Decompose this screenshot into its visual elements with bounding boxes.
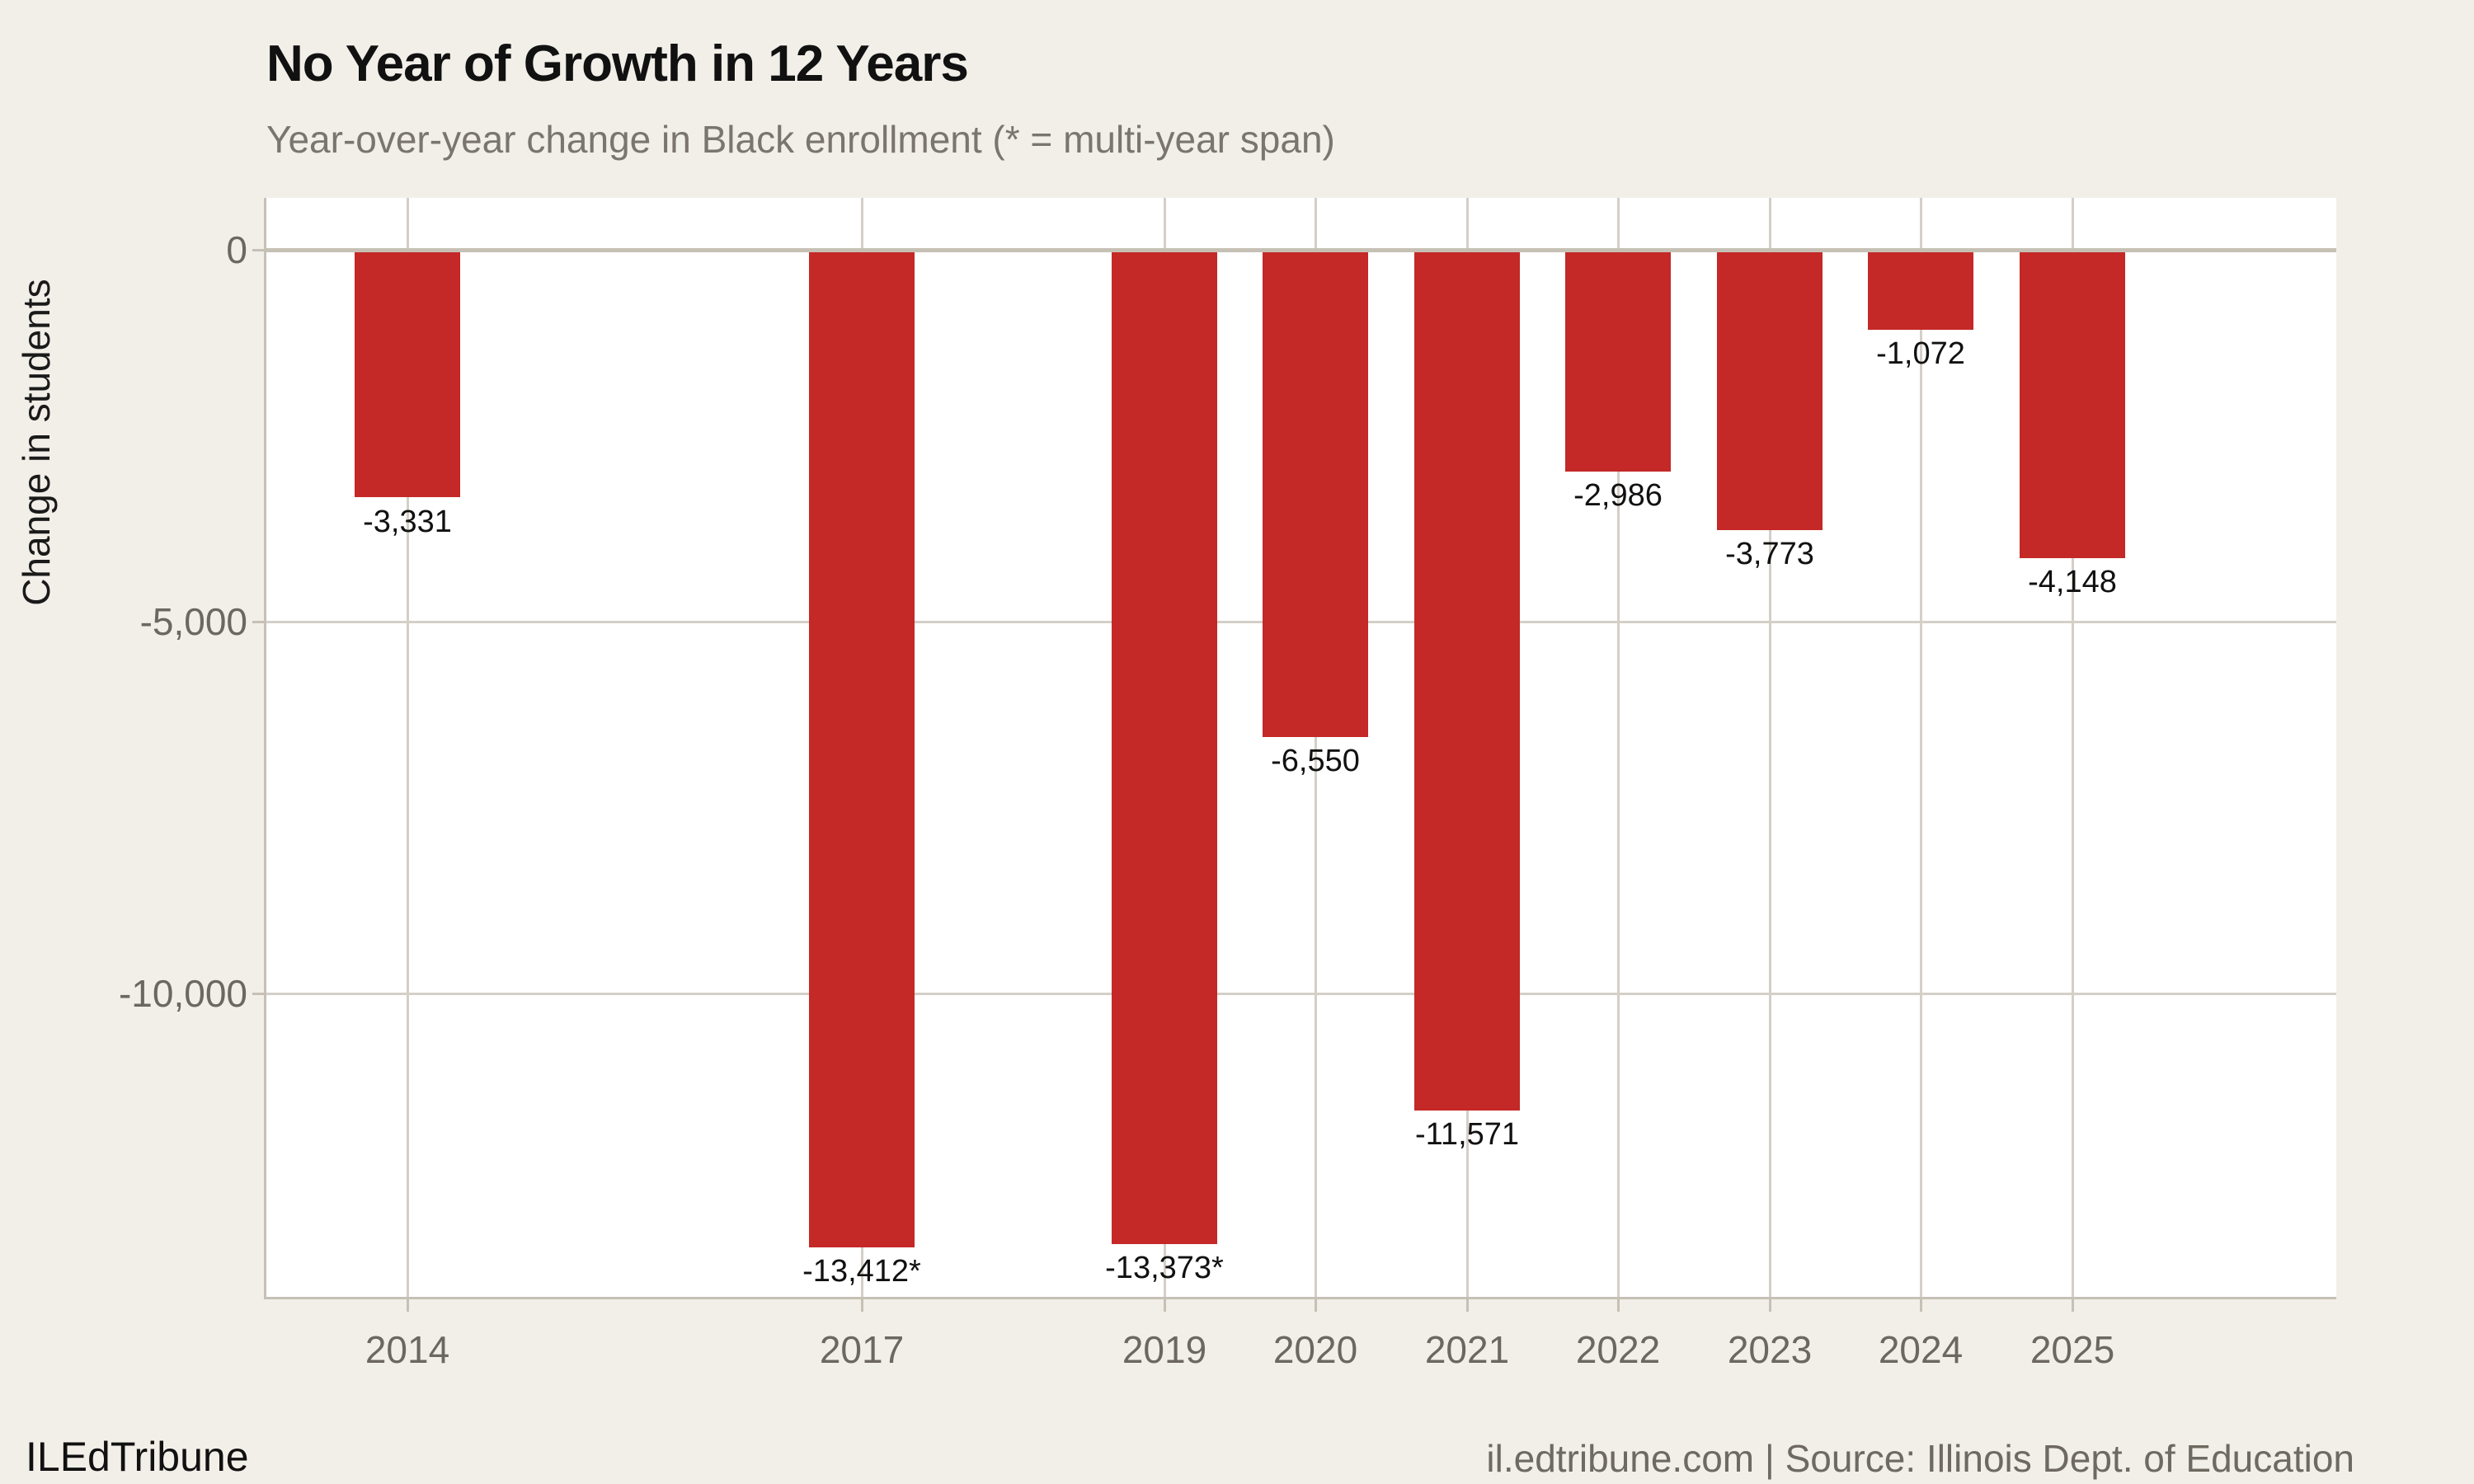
x-tick-2024	[1920, 1297, 1922, 1312]
gridline-x-2024	[1920, 198, 1922, 1297]
x-tick-2023	[1769, 1297, 1771, 1312]
x-tick-label-2017: 2017	[819, 1328, 905, 1371]
y-tick-0	[252, 249, 266, 251]
bar-value-label-2019: -13,373*	[1105, 1251, 1224, 1285]
bar-value-label-2022: -2,986	[1573, 478, 1663, 513]
bar-value-label-2020: -6,550	[1271, 744, 1360, 778]
x-tick-label-2022: 2022	[1575, 1328, 1661, 1371]
x-tick-label-2020: 2020	[1272, 1328, 1358, 1371]
bar-2023	[1717, 250, 1823, 530]
x-tick-2019	[1164, 1297, 1166, 1312]
x-tick-label-2014: 2014	[365, 1328, 450, 1371]
bar-value-label-2021: -11,571	[1414, 1117, 1520, 1152]
bar-2025	[2020, 250, 2125, 558]
bar-2019	[1112, 250, 1217, 1244]
x-tick-2025	[2072, 1297, 2074, 1312]
x-tick-label-2019: 2019	[1122, 1328, 1207, 1371]
x-axis-line	[264, 1297, 2336, 1299]
y-axis-line	[264, 198, 266, 1299]
gridline-x-2020	[1315, 198, 1317, 1297]
bar-2021	[1414, 250, 1520, 1111]
bar-value-label-2025: -4,148	[2028, 565, 2117, 599]
x-tick-2021	[1466, 1297, 1469, 1312]
x-tick-label-2025: 2025	[2030, 1328, 2115, 1371]
bar-2022	[1565, 250, 1671, 472]
bar-value-label-2024: -1,072	[1876, 336, 1965, 371]
brand-footer: ILEdTribune	[26, 1434, 249, 1480]
gridline-x-2025	[2072, 198, 2074, 1297]
y-axis-title: Change in students	[15, 279, 58, 606]
x-tick-label-2021: 2021	[1424, 1328, 1510, 1371]
bar-2014	[355, 250, 460, 497]
x-tick-label-2023: 2023	[1727, 1328, 1813, 1371]
gridline-y--10000	[266, 993, 2336, 995]
chart-title: No Year of Growth in 12 Years	[266, 35, 969, 92]
gridline-x-2022	[1617, 198, 1620, 1297]
bar-value-label-2017: -13,412*	[802, 1254, 921, 1289]
y-tick-label--10000: -10,000	[118, 972, 247, 1015]
x-tick-2014	[407, 1297, 409, 1312]
source-footer: il.edtribune.com | Source: Illinois Dept…	[1486, 1437, 2354, 1480]
chart-subtitle: Year-over-year change in Black enrollmen…	[266, 118, 1335, 161]
plot-area: -3,331 -13,412* -13,373* -6,550 -11,571 -2,98…	[266, 198, 2336, 1297]
x-tick-2022	[1617, 1297, 1620, 1312]
zero-line	[266, 248, 2336, 252]
bar-2020	[1263, 250, 1368, 737]
bar-2017	[809, 250, 915, 1247]
x-tick-label-2024: 2024	[1878, 1328, 1964, 1371]
bar-2024	[1868, 250, 1973, 330]
y-tick--10000	[252, 993, 266, 995]
x-tick-2020	[1315, 1297, 1317, 1312]
bar-value-label-2023: -3,773	[1725, 537, 1814, 571]
y-tick-label-0: 0	[226, 228, 247, 271]
gridline-x-2014	[407, 198, 409, 1297]
y-tick--5000	[252, 621, 266, 623]
bar-value-label-2014: -3,331	[363, 505, 452, 539]
x-tick-2017	[861, 1297, 863, 1312]
y-tick-label--5000: -5,000	[139, 600, 247, 643]
gridline-x-2023	[1769, 198, 1771, 1297]
